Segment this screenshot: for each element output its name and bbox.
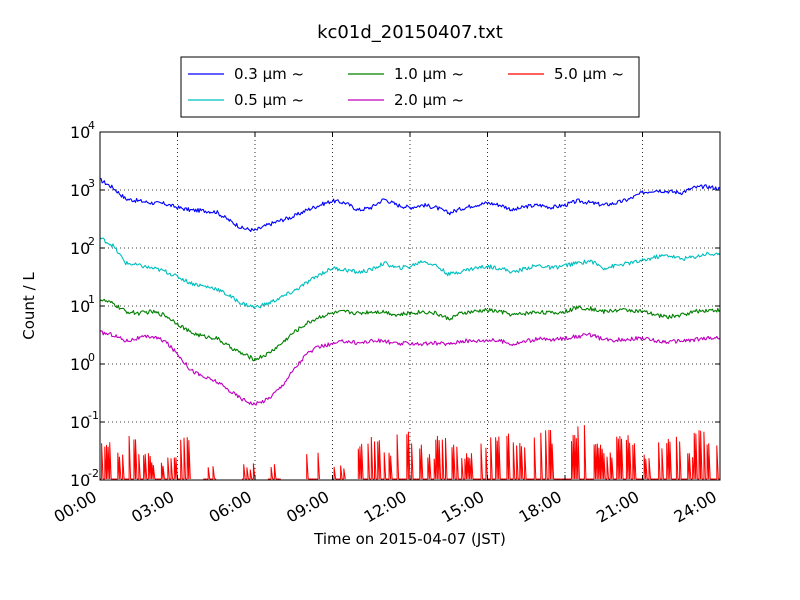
y-tick-label: 102	[70, 235, 95, 258]
y-tick-exponent: 4	[88, 119, 95, 132]
y-tick-label: 101	[70, 293, 95, 316]
y-tick-base: 10	[70, 413, 90, 432]
series-line	[99, 298, 721, 362]
y-tick-exponent: 2	[88, 235, 95, 248]
y-tick-base: 10	[70, 471, 90, 490]
legend-box	[180, 56, 640, 118]
legend-label: 0.3 μm ~	[234, 65, 304, 83]
series-lines	[99, 177, 721, 480]
series-line	[99, 330, 721, 406]
legend-label: 5.0 μm ~	[554, 65, 624, 83]
legend-label: 0.5 μm ~	[234, 91, 304, 109]
y-tick-exponent: 3	[88, 177, 95, 190]
y-tick-label: 10-2	[70, 467, 99, 490]
legend-label: 2.0 μm ~	[394, 91, 464, 109]
y-tick-exponent: 1	[88, 293, 95, 306]
axis-ticks	[99, 131, 721, 481]
grid-lines	[100, 132, 720, 480]
y-tick-base: 10	[70, 181, 90, 200]
legend-label: 1.0 μm ~	[394, 65, 464, 83]
y-tick-label: 100	[70, 351, 95, 374]
x-axis-label: Time on 2015-04-07 (JST)	[313, 530, 506, 548]
y-tick-exponent: -1	[88, 409, 99, 422]
y-axis-label: Count / L	[20, 272, 38, 340]
y-tick-exponent: 0	[88, 351, 95, 364]
y-tick-base: 10	[70, 355, 90, 374]
y-tick-base: 10	[70, 123, 90, 142]
y-tick-base: 10	[70, 239, 90, 258]
series-line	[100, 425, 720, 480]
y-tick-label: 104	[70, 119, 95, 142]
y-tick-label: 10-1	[70, 409, 99, 432]
series-line	[99, 177, 721, 233]
series-line	[99, 237, 721, 309]
legend: 0.3 μm ~ 1.0 μm ~ 5.0 μm ~ 0.5 μm ~ 2.0 μm ~	[180, 56, 640, 118]
y-tick-base: 10	[70, 297, 90, 316]
y-tick-exponent: -2	[88, 467, 99, 480]
y-tick-label: 103	[70, 177, 95, 200]
chart-title: kc01d_20150407.txt	[317, 22, 503, 43]
